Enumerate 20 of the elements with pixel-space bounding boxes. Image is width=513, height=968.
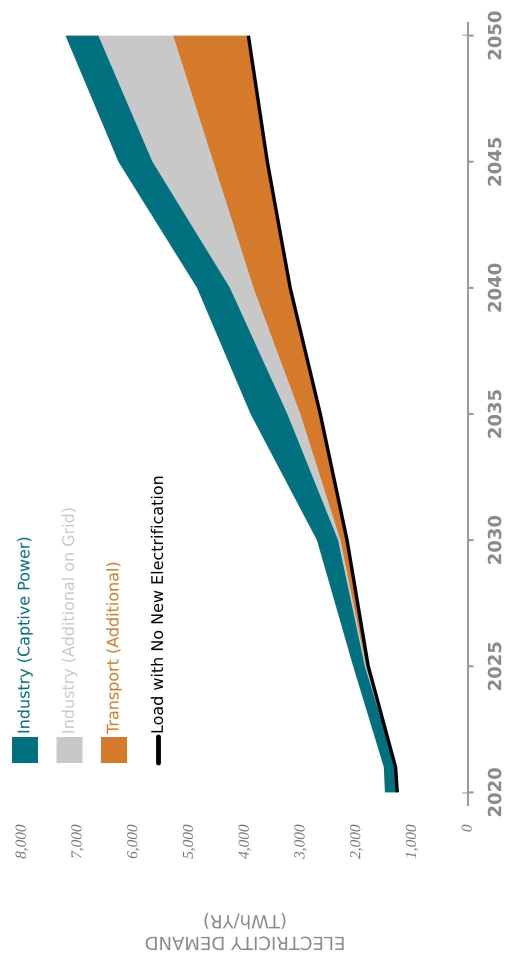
- text: Load with No New Electrification: [150, 476, 164, 732]
- x-tick-label: 1,000: [406, 824, 418, 858]
- y-tick-label: 2035: [488, 390, 502, 438]
- y-tick-label: 2025: [488, 642, 502, 690]
- x-tick-label: 2,000: [350, 824, 363, 859]
- y-tick-label: 2050: [488, 11, 502, 60]
- x-axis-title: ELECTRICITY DEMAND (TWh/YR): [146, 912, 344, 950]
- text: Transport (Additional): [106, 562, 122, 734]
- x-tick-label: 7,000: [71, 824, 84, 858]
- y-tick-label: 2040: [488, 264, 502, 312]
- y-tick-label: 2020: [488, 768, 502, 816]
- x-tick-label: 6,000: [127, 824, 140, 858]
- y-tick-label: 2030: [488, 516, 502, 564]
- x-tick-label: 4,000: [238, 824, 252, 859]
- y-tick-label: 2045: [488, 138, 502, 186]
- x-tick-label: 0: [462, 824, 472, 832]
- x-tick-label: 8,000: [16, 824, 28, 858]
- text: Industry (Captive Power): [17, 538, 33, 732]
- x-tick-label: 5,000: [182, 824, 196, 859]
- x-tick-label: 3,000: [294, 824, 307, 859]
